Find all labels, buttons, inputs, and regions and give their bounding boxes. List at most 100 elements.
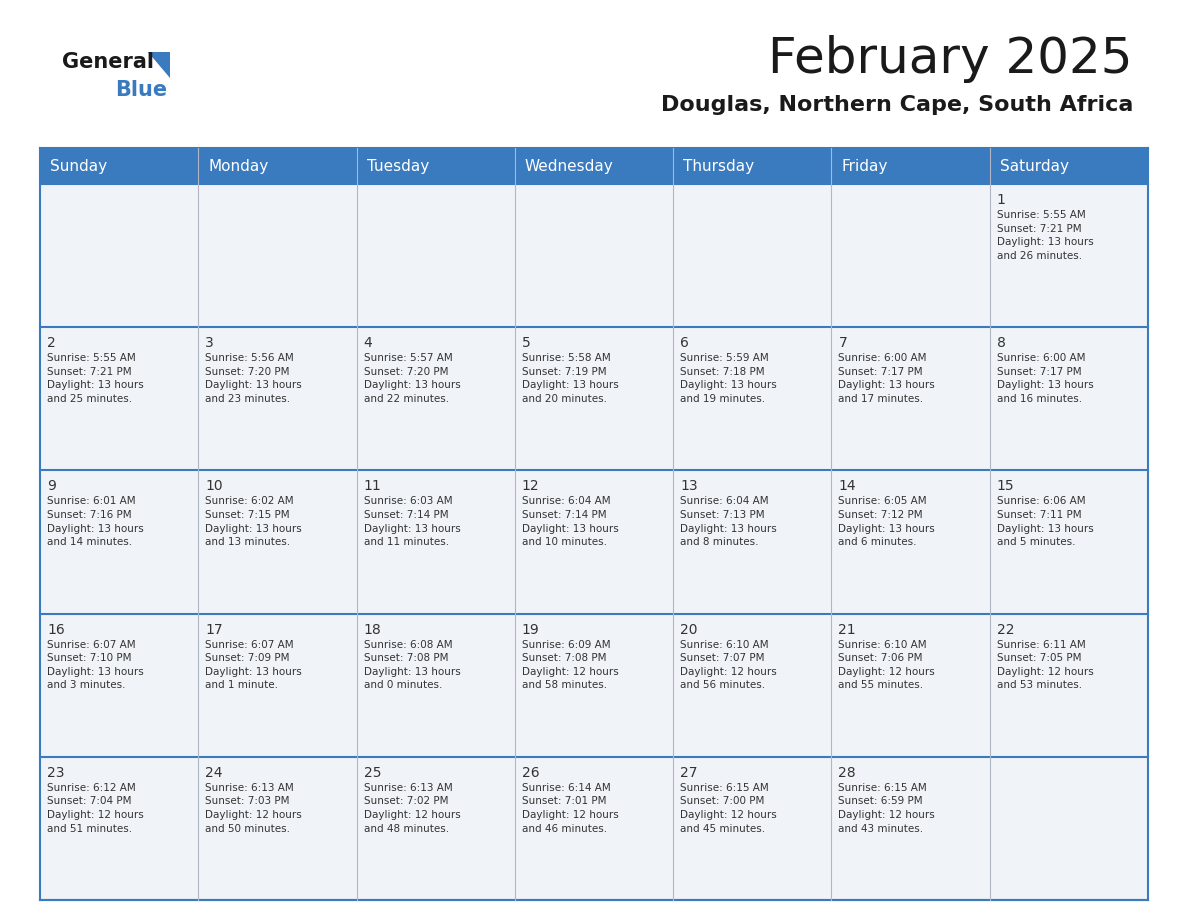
Bar	[832, 184, 990, 327]
Bar	[514, 756, 674, 900]
Text: Sunrise: 6:00 AM
Sunset: 7:17 PM
Daylight: 13 hours
and 16 minutes.: Sunrise: 6:00 AM Sunset: 7:17 PM Dayligh…	[997, 353, 1093, 404]
Text: 21: 21	[839, 622, 857, 636]
Bar	[356, 184, 514, 327]
Text: Sunrise: 6:13 AM
Sunset: 7:03 PM
Daylight: 12 hours
and 50 minutes.: Sunrise: 6:13 AM Sunset: 7:03 PM Dayligh…	[206, 783, 302, 834]
Text: Sunrise: 5:55 AM
Sunset: 7:21 PM
Daylight: 13 hours
and 26 minutes.: Sunrise: 5:55 AM Sunset: 7:21 PM Dayligh…	[997, 210, 1093, 261]
Bar	[832, 756, 990, 900]
Bar	[40, 613, 198, 756]
Text: Sunrise: 6:04 AM
Sunset: 7:14 PM
Daylight: 13 hours
and 10 minutes.: Sunrise: 6:04 AM Sunset: 7:14 PM Dayligh…	[522, 497, 619, 547]
Text: 14: 14	[839, 479, 857, 493]
Bar	[40, 327, 198, 470]
Text: Sunrise: 6:11 AM
Sunset: 7:05 PM
Daylight: 12 hours
and 53 minutes.: Sunrise: 6:11 AM Sunset: 7:05 PM Dayligh…	[997, 640, 1093, 690]
Bar	[514, 470, 674, 613]
Bar	[356, 613, 514, 756]
Bar	[356, 756, 514, 900]
Text: Tuesday: Tuesday	[367, 159, 429, 174]
Bar	[832, 613, 990, 756]
Text: 27: 27	[681, 766, 697, 779]
Text: Sunrise: 6:09 AM
Sunset: 7:08 PM
Daylight: 12 hours
and 58 minutes.: Sunrise: 6:09 AM Sunset: 7:08 PM Dayligh…	[522, 640, 619, 690]
Text: 10: 10	[206, 479, 223, 493]
Bar	[514, 184, 674, 327]
Text: Sunrise: 6:15 AM
Sunset: 7:00 PM
Daylight: 12 hours
and 45 minutes.: Sunrise: 6:15 AM Sunset: 7:00 PM Dayligh…	[681, 783, 777, 834]
Text: 6: 6	[681, 336, 689, 350]
Text: 25: 25	[364, 766, 381, 779]
Bar	[674, 184, 832, 327]
Text: Sunrise: 6:14 AM
Sunset: 7:01 PM
Daylight: 12 hours
and 46 minutes.: Sunrise: 6:14 AM Sunset: 7:01 PM Dayligh…	[522, 783, 619, 834]
Bar	[990, 327, 1148, 470]
Text: Sunrise: 5:57 AM
Sunset: 7:20 PM
Daylight: 13 hours
and 22 minutes.: Sunrise: 5:57 AM Sunset: 7:20 PM Dayligh…	[364, 353, 460, 404]
Bar	[990, 756, 1148, 900]
Text: 4: 4	[364, 336, 372, 350]
Text: 2: 2	[48, 336, 56, 350]
Text: 24: 24	[206, 766, 223, 779]
Text: 12: 12	[522, 479, 539, 493]
Bar	[198, 184, 356, 327]
Bar	[356, 327, 514, 470]
Text: 3: 3	[206, 336, 214, 350]
Bar	[40, 470, 198, 613]
Text: Sunrise: 6:05 AM
Sunset: 7:12 PM
Daylight: 13 hours
and 6 minutes.: Sunrise: 6:05 AM Sunset: 7:12 PM Dayligh…	[839, 497, 935, 547]
Bar	[356, 470, 514, 613]
Bar	[514, 327, 674, 470]
Text: 1: 1	[997, 193, 1005, 207]
Text: Sunrise: 6:07 AM
Sunset: 7:10 PM
Daylight: 13 hours
and 3 minutes.: Sunrise: 6:07 AM Sunset: 7:10 PM Dayligh…	[48, 640, 144, 690]
Text: Monday: Monday	[208, 159, 268, 174]
Bar	[198, 148, 356, 184]
Text: Sunrise: 6:04 AM
Sunset: 7:13 PM
Daylight: 13 hours
and 8 minutes.: Sunrise: 6:04 AM Sunset: 7:13 PM Dayligh…	[681, 497, 777, 547]
Text: Sunrise: 6:10 AM
Sunset: 7:07 PM
Daylight: 12 hours
and 56 minutes.: Sunrise: 6:10 AM Sunset: 7:07 PM Dayligh…	[681, 640, 777, 690]
Text: Sunrise: 5:55 AM
Sunset: 7:21 PM
Daylight: 13 hours
and 25 minutes.: Sunrise: 5:55 AM Sunset: 7:21 PM Dayligh…	[48, 353, 144, 404]
Bar	[356, 148, 514, 184]
Text: Saturday: Saturday	[1000, 159, 1069, 174]
Bar	[674, 148, 832, 184]
Bar	[198, 470, 356, 613]
Bar	[674, 327, 832, 470]
Text: General: General	[62, 52, 154, 72]
Bar	[514, 148, 674, 184]
Bar	[990, 470, 1148, 613]
Text: Sunrise: 6:08 AM
Sunset: 7:08 PM
Daylight: 13 hours
and 0 minutes.: Sunrise: 6:08 AM Sunset: 7:08 PM Dayligh…	[364, 640, 460, 690]
Text: Wednesday: Wednesday	[525, 159, 614, 174]
Bar	[40, 756, 198, 900]
Text: Sunrise: 6:07 AM
Sunset: 7:09 PM
Daylight: 13 hours
and 1 minute.: Sunrise: 6:07 AM Sunset: 7:09 PM Dayligh…	[206, 640, 302, 690]
Text: Sunrise: 5:59 AM
Sunset: 7:18 PM
Daylight: 13 hours
and 19 minutes.: Sunrise: 5:59 AM Sunset: 7:18 PM Dayligh…	[681, 353, 777, 404]
Text: Blue: Blue	[115, 80, 168, 100]
Text: Sunrise: 6:12 AM
Sunset: 7:04 PM
Daylight: 12 hours
and 51 minutes.: Sunrise: 6:12 AM Sunset: 7:04 PM Dayligh…	[48, 783, 144, 834]
Text: Sunrise: 6:15 AM
Sunset: 6:59 PM
Daylight: 12 hours
and 43 minutes.: Sunrise: 6:15 AM Sunset: 6:59 PM Dayligh…	[839, 783, 935, 834]
Text: 22: 22	[997, 622, 1015, 636]
Text: 11: 11	[364, 479, 381, 493]
Text: February 2025: February 2025	[769, 35, 1133, 83]
Text: Sunday: Sunday	[50, 159, 107, 174]
Text: 20: 20	[681, 622, 697, 636]
Polygon shape	[148, 52, 170, 78]
Bar	[40, 148, 198, 184]
Bar	[514, 613, 674, 756]
Text: Friday: Friday	[841, 159, 887, 174]
Bar	[990, 613, 1148, 756]
Text: 15: 15	[997, 479, 1015, 493]
Text: Thursday: Thursday	[683, 159, 754, 174]
Text: Sunrise: 6:02 AM
Sunset: 7:15 PM
Daylight: 13 hours
and 13 minutes.: Sunrise: 6:02 AM Sunset: 7:15 PM Dayligh…	[206, 497, 302, 547]
Text: 8: 8	[997, 336, 1005, 350]
Text: 9: 9	[48, 479, 56, 493]
Text: Douglas, Northern Cape, South Africa: Douglas, Northern Cape, South Africa	[661, 95, 1133, 115]
Text: Sunrise: 6:13 AM
Sunset: 7:02 PM
Daylight: 12 hours
and 48 minutes.: Sunrise: 6:13 AM Sunset: 7:02 PM Dayligh…	[364, 783, 460, 834]
Bar	[674, 613, 832, 756]
Bar	[40, 184, 198, 327]
Text: 23: 23	[48, 766, 64, 779]
Bar	[198, 327, 356, 470]
Text: Sunrise: 6:00 AM
Sunset: 7:17 PM
Daylight: 13 hours
and 17 minutes.: Sunrise: 6:00 AM Sunset: 7:17 PM Dayligh…	[839, 353, 935, 404]
Text: 18: 18	[364, 622, 381, 636]
Bar	[990, 184, 1148, 327]
Text: Sunrise: 6:01 AM
Sunset: 7:16 PM
Daylight: 13 hours
and 14 minutes.: Sunrise: 6:01 AM Sunset: 7:16 PM Dayligh…	[48, 497, 144, 547]
Bar	[674, 470, 832, 613]
Text: 7: 7	[839, 336, 847, 350]
Bar	[990, 148, 1148, 184]
Text: Sunrise: 6:06 AM
Sunset: 7:11 PM
Daylight: 13 hours
and 5 minutes.: Sunrise: 6:06 AM Sunset: 7:11 PM Dayligh…	[997, 497, 1093, 547]
Text: 16: 16	[48, 622, 65, 636]
Bar	[832, 470, 990, 613]
Bar	[198, 756, 356, 900]
Text: Sunrise: 6:10 AM
Sunset: 7:06 PM
Daylight: 12 hours
and 55 minutes.: Sunrise: 6:10 AM Sunset: 7:06 PM Dayligh…	[839, 640, 935, 690]
Bar	[674, 756, 832, 900]
Text: 13: 13	[681, 479, 697, 493]
Text: 5: 5	[522, 336, 531, 350]
